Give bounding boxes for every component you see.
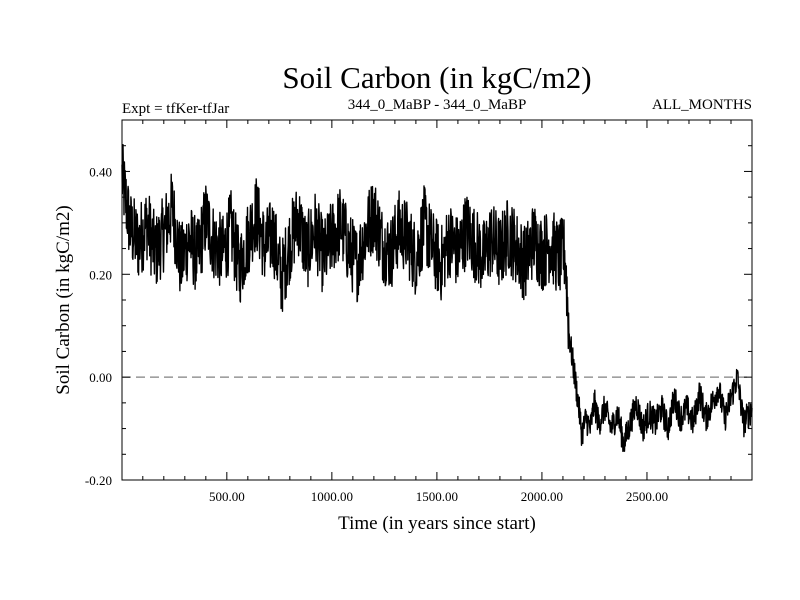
x-tick-label: 2000.00 [521, 489, 563, 504]
period-label: 344_0_MaBP - 344_0_MaBP [348, 97, 527, 113]
experiment-label: Expt = tfKer-tfJar [122, 101, 229, 117]
y-tick-label: 0.00 [89, 370, 112, 385]
months-label: ALL_MONTHS [652, 97, 752, 113]
y-tick-label: 0.20 [89, 267, 112, 282]
x-tick-label: 500.00 [209, 489, 245, 504]
x-tick-label: 1000.00 [311, 489, 353, 504]
series-line [121, 143, 753, 452]
x-tick-label: 2500.00 [626, 489, 668, 504]
chart-title: Soil Carbon (in kgC/m2) [282, 60, 591, 95]
y-tick-label: -0.20 [85, 473, 112, 488]
x-tick-label: 1500.00 [416, 489, 458, 504]
y-axis-label: Soil Carbon (in kgC/m2) [53, 205, 74, 394]
y-tick-label: 0.40 [89, 164, 112, 179]
x-axis-label: Time (in years since start) [338, 513, 536, 534]
